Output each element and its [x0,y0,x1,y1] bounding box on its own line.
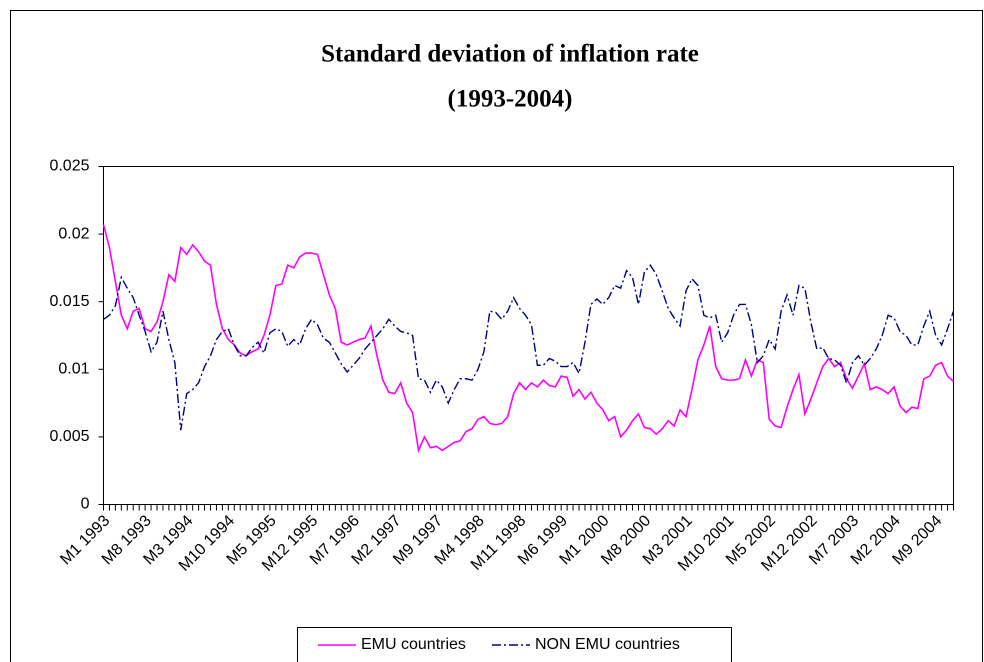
chart-title: Standard deviation of inflation rate [321,41,699,68]
legend-label: EMU countries [361,636,466,653]
legend-label: NON EMU countries [535,636,680,653]
y-tick-label: 0.02 [58,225,89,242]
y-tick-label: 0.005 [49,428,89,445]
y-tick-label: 0.025 [49,158,89,175]
y-tick-label: 0.015 [49,293,89,310]
chart-subtitle: (1993-2004) [448,86,573,113]
series-line [103,264,955,431]
plot-area [103,166,954,505]
y-tick-label: 0.01 [58,361,89,378]
y-tick-label: 0 [81,496,90,513]
